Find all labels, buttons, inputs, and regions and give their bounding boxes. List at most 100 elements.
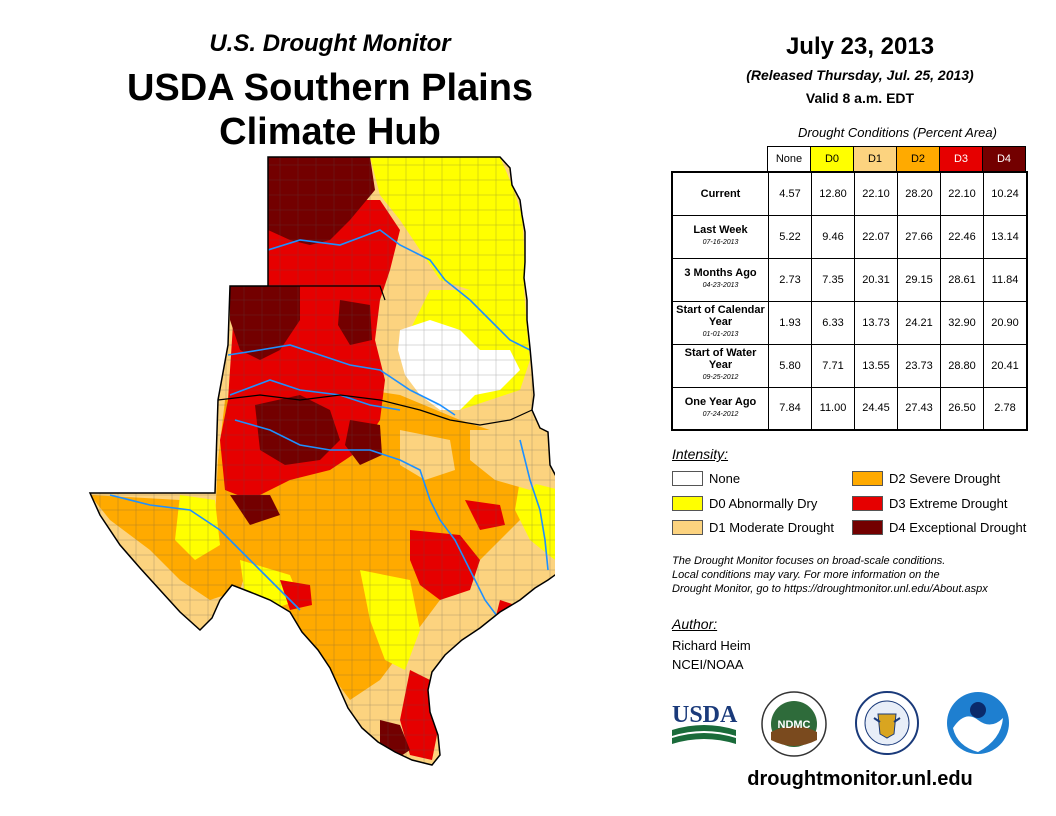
table-cell: 2.73 bbox=[768, 257, 812, 302]
table-cell: 28.20 bbox=[897, 171, 941, 216]
table-row: Last Week 07-16-2013 5.22 9.46 22.07 27.6… bbox=[671, 214, 1028, 259]
conditions-table: Current 4.57 12.80 22.10 28.20 22.10 10.… bbox=[671, 171, 1028, 431]
table-cell: 23.73 bbox=[897, 343, 941, 388]
legend-swatch bbox=[852, 496, 883, 511]
table-cell: 20.90 bbox=[983, 300, 1028, 345]
usda-logo-icon: USDA bbox=[672, 702, 738, 744]
table-cell: 26.50 bbox=[940, 386, 984, 431]
footer-url[interactable]: droughtmonitor.unl.edu bbox=[747, 768, 973, 790]
row-label-text: 3 Months Ago bbox=[684, 267, 757, 279]
legend-item-d2: D2 Severe Drought bbox=[852, 471, 1000, 486]
note-line: Local conditions may vary. For more info… bbox=[672, 569, 940, 581]
table-cell: 32.90 bbox=[940, 300, 984, 345]
ndmc-logo-text: NDMC bbox=[778, 719, 811, 731]
map-date: July 23, 2013 bbox=[785, 33, 935, 60]
row-date: 07-24-2012 bbox=[702, 410, 739, 418]
table-cell: 22.07 bbox=[854, 214, 898, 259]
row-label-text: Start of Calendar Year bbox=[676, 304, 765, 328]
table-cell: 5.80 bbox=[768, 343, 812, 388]
col-header-d2: D2 bbox=[896, 146, 940, 172]
table-cell: 20.31 bbox=[854, 257, 898, 302]
row-label: Start of Calendar Year 01-01-2013 bbox=[671, 300, 769, 345]
table-row: 3 Months Ago 04-23-2013 2.73 7.35 20.31 2… bbox=[671, 257, 1028, 302]
map-title: USDA Southern Plains Climate Hub bbox=[70, 66, 590, 154]
legend-item-d0: D0 Abnormally Dry bbox=[672, 496, 817, 511]
row-date: 01-01-2013 bbox=[702, 331, 739, 338]
table-row: Current 4.57 12.80 22.10 28.20 22.10 10.… bbox=[671, 171, 1028, 216]
table-cell: 1.93 bbox=[768, 300, 812, 345]
release-date: (Released Thursday, Jul. 25, 2013) bbox=[746, 67, 974, 83]
legend-swatch bbox=[672, 496, 703, 511]
col-header-d3: D3 bbox=[939, 146, 983, 172]
author-org: NCEI/NOAA bbox=[672, 657, 744, 672]
table-cell: 29.15 bbox=[897, 257, 941, 302]
valid-time: Valid 8 a.m. EDT bbox=[805, 90, 915, 106]
table-cell: 9.46 bbox=[811, 214, 855, 259]
legend-label: None bbox=[709, 471, 741, 486]
table-cell: 22.46 bbox=[940, 214, 984, 259]
table-cell: 27.43 bbox=[897, 386, 941, 431]
title-line-2: Climate Hub bbox=[219, 111, 441, 153]
legend-item-d1: D1 Moderate Drought bbox=[672, 520, 834, 535]
table-cell: 22.10 bbox=[940, 171, 984, 216]
table-cell: 7.71 bbox=[811, 343, 855, 388]
legend-swatch bbox=[672, 471, 703, 486]
table-cell: 4.57 bbox=[768, 171, 812, 216]
row-date: 09-25-2012 bbox=[702, 374, 739, 381]
table-cell: 28.61 bbox=[940, 257, 984, 302]
table-cell: 7.84 bbox=[768, 386, 812, 431]
author-name: Richard Heim bbox=[672, 638, 751, 653]
legend-item-d4: D4 Exceptional Drought bbox=[852, 520, 1026, 535]
ndmc-logo-icon: NDMC bbox=[761, 691, 827, 757]
legend-label: D1 Moderate Drought bbox=[709, 520, 835, 535]
table-cell: 13.55 bbox=[854, 343, 898, 388]
title-line-1: USDA Southern Plains bbox=[126, 67, 534, 109]
table-cell: 13.73 bbox=[854, 300, 898, 345]
doc-seal-icon bbox=[855, 691, 919, 755]
table-cell: 6.33 bbox=[811, 300, 855, 345]
table-cell: 11.84 bbox=[983, 257, 1028, 302]
legend-label: D2 Severe Drought bbox=[889, 471, 1001, 486]
table-header: None D0 D1 D2 D3 D4 bbox=[767, 146, 1026, 172]
row-label-text: One Year Ago bbox=[684, 395, 757, 408]
disclaimer-note: The Drought Monitor focuses on broad-sca… bbox=[672, 554, 1042, 596]
legend-label: D3 Extreme Drought bbox=[889, 496, 1008, 511]
col-header-d0: D0 bbox=[810, 146, 854, 172]
author-title: Author: bbox=[672, 616, 718, 632]
legend-swatch bbox=[852, 520, 883, 535]
noaa-logo-icon bbox=[947, 692, 1009, 754]
usda-logo-text: USDA bbox=[672, 702, 738, 728]
drought-map bbox=[88, 156, 555, 766]
table-title: Drought Conditions (Percent Area) bbox=[798, 125, 997, 140]
table-cell: 12.80 bbox=[811, 171, 855, 216]
map-subtitle: U.S. Drought Monitor bbox=[209, 30, 451, 57]
legend-item-d3: D3 Extreme Drought bbox=[852, 496, 1008, 511]
note-line: Drought Monitor, go to https://droughtmo… bbox=[672, 583, 988, 595]
row-label-text: Last Week bbox=[693, 224, 748, 236]
table-cell: 20.41 bbox=[983, 343, 1028, 388]
legend-title: Intensity: bbox=[672, 446, 729, 462]
row-label-text: Current bbox=[700, 187, 741, 200]
legend-label: D0 Abnormally Dry bbox=[709, 496, 818, 511]
table-cell: 11.00 bbox=[811, 386, 855, 431]
table-cell: 22.10 bbox=[854, 171, 898, 216]
table-cell: 10.24 bbox=[983, 171, 1028, 216]
row-label: Start of Water Year 09-25-2012 bbox=[671, 343, 769, 388]
table-cell: 27.66 bbox=[897, 214, 941, 259]
legend-label: D4 Exceptional Drought bbox=[889, 520, 1027, 535]
table-cell: 7.35 bbox=[811, 257, 855, 302]
legend-swatch bbox=[672, 520, 703, 535]
row-label: One Year Ago 07-24-2012 bbox=[671, 386, 769, 431]
table-row: One Year Ago 07-24-2012 7.84 11.00 24.45 … bbox=[671, 386, 1028, 431]
row-label: 3 Months Ago 04-23-2013 bbox=[671, 257, 769, 302]
legend-swatch bbox=[852, 471, 883, 486]
table-row: Start of Calendar Year 01-01-2013 1.93 6.… bbox=[671, 300, 1028, 345]
table-cell: 2.78 bbox=[983, 386, 1028, 431]
row-date: 04-23-2013 bbox=[702, 282, 739, 289]
table-cell: 24.21 bbox=[897, 300, 941, 345]
table-cell: 13.14 bbox=[983, 214, 1028, 259]
table-cell: 24.45 bbox=[854, 386, 898, 431]
table-row: Start of Water Year 09-25-2012 5.80 7.71 … bbox=[671, 343, 1028, 388]
row-label: Current bbox=[671, 171, 769, 216]
col-header-d1: D1 bbox=[853, 146, 897, 172]
